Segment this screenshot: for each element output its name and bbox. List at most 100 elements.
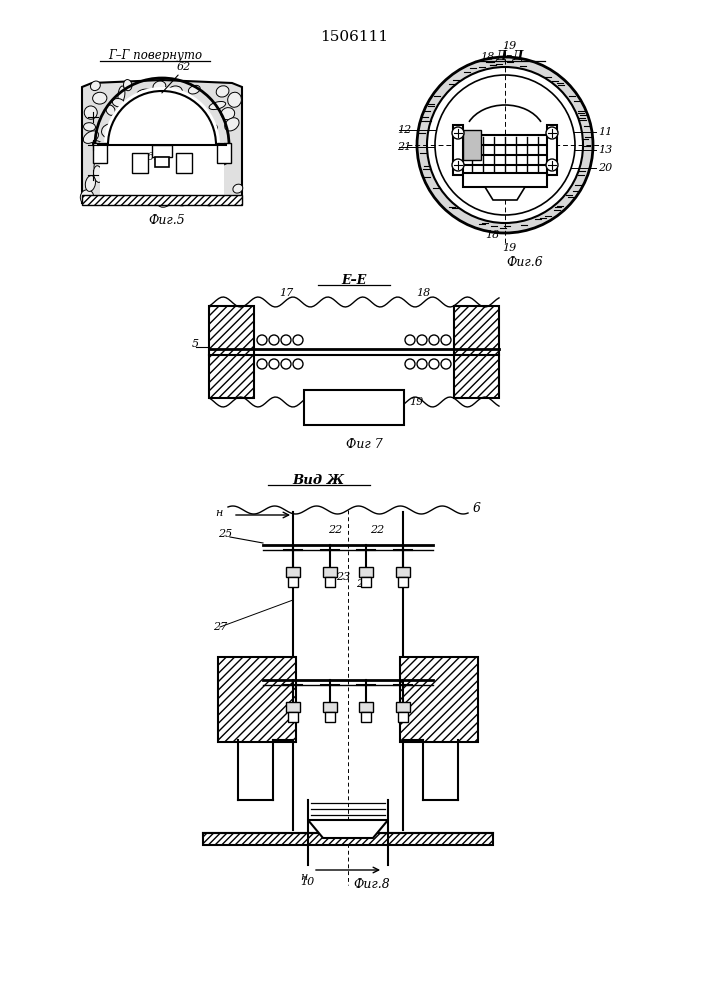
- Text: Вид Ж: Вид Ж: [292, 474, 344, 487]
- Text: 27: 27: [213, 622, 227, 632]
- Ellipse shape: [184, 133, 191, 141]
- Text: Д–Д: Д–Д: [496, 49, 525, 62]
- Ellipse shape: [124, 108, 132, 121]
- Ellipse shape: [207, 125, 218, 137]
- Text: 61: 61: [147, 152, 161, 162]
- Ellipse shape: [197, 109, 206, 120]
- Text: 24: 24: [356, 579, 370, 589]
- Text: 11: 11: [598, 127, 612, 137]
- Polygon shape: [82, 80, 242, 203]
- Text: 21: 21: [397, 142, 411, 152]
- Ellipse shape: [83, 131, 98, 143]
- Bar: [359, 567, 373, 577]
- Bar: [396, 567, 410, 577]
- Ellipse shape: [90, 81, 100, 91]
- Text: 18: 18: [485, 230, 499, 240]
- Wedge shape: [104, 87, 220, 145]
- Text: 19: 19: [409, 397, 423, 407]
- Ellipse shape: [188, 85, 200, 94]
- Ellipse shape: [106, 105, 115, 115]
- Ellipse shape: [102, 124, 118, 138]
- Ellipse shape: [83, 123, 95, 131]
- Ellipse shape: [94, 157, 105, 174]
- Text: 25: 25: [218, 529, 233, 539]
- Ellipse shape: [136, 89, 153, 98]
- Ellipse shape: [118, 128, 131, 142]
- Ellipse shape: [124, 80, 132, 91]
- Ellipse shape: [93, 141, 107, 153]
- Text: Фиг.5: Фиг.5: [148, 214, 185, 227]
- Bar: [325, 577, 335, 587]
- Text: Фиг.6: Фиг.6: [507, 256, 544, 269]
- Ellipse shape: [136, 130, 146, 140]
- Circle shape: [546, 127, 558, 139]
- Ellipse shape: [218, 154, 231, 165]
- Bar: [454, 306, 499, 398]
- Bar: [176, 153, 192, 173]
- Ellipse shape: [86, 176, 95, 191]
- Ellipse shape: [175, 193, 188, 206]
- Text: 23: 23: [336, 572, 350, 582]
- Ellipse shape: [118, 86, 125, 103]
- Bar: [398, 577, 408, 587]
- Ellipse shape: [228, 92, 241, 107]
- Circle shape: [427, 67, 583, 223]
- Bar: [288, 712, 298, 722]
- Ellipse shape: [221, 108, 235, 120]
- Bar: [209, 306, 254, 398]
- Ellipse shape: [121, 190, 136, 205]
- Bar: [286, 702, 300, 712]
- Text: 6: 6: [473, 502, 481, 515]
- Ellipse shape: [168, 122, 182, 135]
- Text: 10: 10: [300, 877, 314, 887]
- Bar: [361, 712, 371, 722]
- Ellipse shape: [81, 190, 94, 205]
- Bar: [463, 173, 547, 187]
- Bar: [132, 153, 148, 173]
- Ellipse shape: [176, 96, 189, 109]
- Ellipse shape: [187, 120, 199, 128]
- Bar: [218, 657, 296, 742]
- Bar: [323, 567, 337, 577]
- Ellipse shape: [93, 166, 103, 182]
- Ellipse shape: [93, 92, 107, 104]
- Ellipse shape: [209, 101, 226, 110]
- Bar: [82, 195, 242, 205]
- Text: Е–Е: Е–Е: [341, 273, 367, 286]
- Text: н: н: [300, 872, 308, 882]
- Bar: [100, 142, 224, 200]
- Text: Фиг.8: Фиг.8: [353, 879, 390, 892]
- Circle shape: [546, 159, 558, 171]
- Ellipse shape: [84, 106, 98, 119]
- Bar: [396, 702, 410, 712]
- Text: 22: 22: [328, 525, 342, 535]
- Text: Г–Г повернуто: Г–Г повернуто: [108, 49, 202, 62]
- Bar: [453, 125, 463, 175]
- Text: 1506111: 1506111: [320, 30, 388, 44]
- Ellipse shape: [203, 192, 216, 206]
- Circle shape: [452, 127, 464, 139]
- Text: 19: 19: [502, 41, 516, 51]
- Bar: [547, 125, 557, 175]
- Text: Фиг 7: Фиг 7: [346, 438, 382, 452]
- Bar: [325, 712, 335, 722]
- Ellipse shape: [216, 86, 229, 97]
- Bar: [93, 143, 107, 163]
- Text: 5: 5: [192, 339, 199, 349]
- Text: 17: 17: [279, 288, 293, 298]
- Ellipse shape: [225, 118, 239, 131]
- Bar: [359, 702, 373, 712]
- Ellipse shape: [233, 184, 243, 193]
- Ellipse shape: [129, 98, 139, 107]
- Bar: [361, 577, 371, 587]
- Polygon shape: [485, 187, 525, 200]
- Ellipse shape: [145, 104, 156, 115]
- Bar: [155, 157, 169, 167]
- Text: 62: 62: [177, 62, 192, 72]
- Bar: [398, 712, 408, 722]
- Ellipse shape: [143, 114, 156, 129]
- Text: 20: 20: [598, 163, 612, 173]
- Bar: [152, 145, 172, 157]
- Bar: [323, 702, 337, 712]
- Bar: [288, 577, 298, 587]
